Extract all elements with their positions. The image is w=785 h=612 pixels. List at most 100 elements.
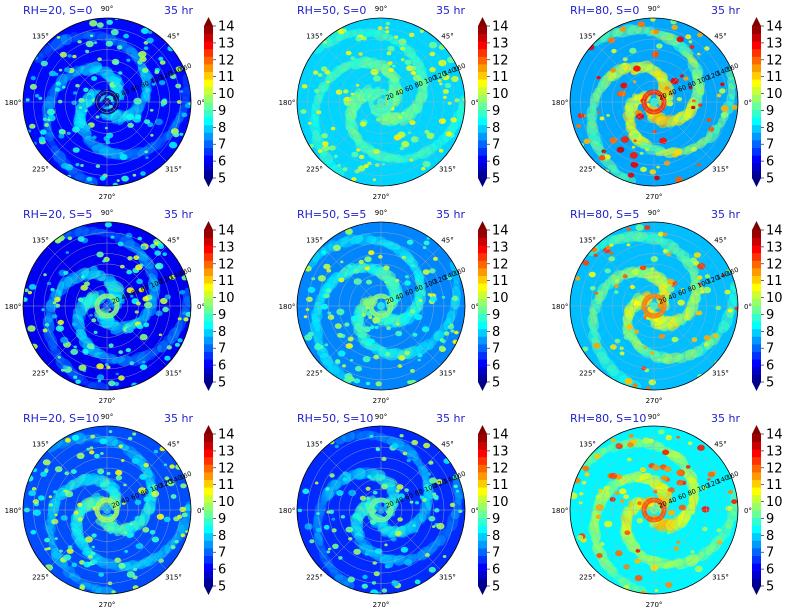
convective-cell <box>358 259 364 265</box>
colorbar-tick-label: 8 <box>766 325 774 340</box>
convective-cell <box>125 232 133 239</box>
convective-cell <box>719 88 726 94</box>
angular-tick-label: 315° <box>712 370 729 378</box>
convective-cell <box>114 557 121 563</box>
convective-cell <box>422 269 430 275</box>
angular-tick-label: 225° <box>306 574 323 582</box>
colorbar-tick-label: 13 <box>218 36 235 51</box>
polar-frame <box>22 17 192 187</box>
colorbar-tick-label: 13 <box>218 444 235 459</box>
convective-cell <box>583 114 587 117</box>
convective-cell <box>689 45 695 49</box>
spiral-band-cell <box>593 31 611 46</box>
colorbar-segment <box>204 532 213 541</box>
convective-cell <box>696 163 701 167</box>
convective-cell <box>143 462 149 468</box>
convective-cell <box>727 308 733 313</box>
convective-cell <box>658 333 666 339</box>
convective-cell <box>627 172 635 178</box>
colorbar-tick-label: 12 <box>492 53 509 68</box>
angular-gridline <box>106 305 167 366</box>
convective-cell <box>609 251 614 255</box>
colorbar-segment <box>204 162 213 171</box>
convective-cell <box>441 74 447 79</box>
convective-cell <box>676 540 681 544</box>
colorbar-tick-label: 7 <box>218 342 226 357</box>
colorbar-segment <box>752 366 761 375</box>
convective-cell <box>55 325 64 332</box>
convective-cell <box>349 359 354 362</box>
convective-cell <box>175 83 182 89</box>
convective-cell <box>353 268 360 274</box>
radial-tick-label: 40 <box>394 291 405 302</box>
colorbar-tick-label: 10 <box>218 291 235 306</box>
convective-cell <box>696 275 703 280</box>
convective-cell <box>59 549 63 553</box>
colorbar-tick-label: 6 <box>766 563 774 578</box>
convective-cell <box>419 29 424 33</box>
convective-cell <box>323 524 330 530</box>
colorbar-segment <box>752 147 761 156</box>
convective-cell <box>56 36 61 39</box>
convective-cell <box>451 296 458 301</box>
convective-cell <box>67 54 72 58</box>
convective-cell <box>720 112 729 118</box>
convective-cell <box>111 590 116 594</box>
convective-cell <box>609 137 618 144</box>
colorbar-segment <box>478 268 487 276</box>
convective-cell <box>584 472 590 477</box>
convective-cell <box>624 530 631 535</box>
convective-cell <box>593 253 598 257</box>
convective-cell <box>439 148 444 153</box>
convective-cell <box>411 264 415 268</box>
convective-cell <box>447 56 456 64</box>
colorbar-extend-max <box>752 221 761 230</box>
convective-cell <box>676 435 680 439</box>
angular-tick-label: 315° <box>439 166 456 174</box>
convective-cell <box>43 273 47 277</box>
convective-cell <box>175 66 183 73</box>
colorbar-segment <box>478 26 487 34</box>
convective-cell <box>27 325 36 332</box>
convective-cell <box>423 240 430 246</box>
convective-cell <box>441 339 446 344</box>
colorbar-segment <box>204 117 213 126</box>
convective-cell <box>53 490 58 494</box>
convective-cell <box>162 252 167 256</box>
colorbar-segment <box>478 502 487 511</box>
colorbar-segment <box>478 540 487 549</box>
convective-cell <box>65 490 74 498</box>
convective-cell <box>55 303 61 308</box>
convective-cell <box>450 117 457 123</box>
convective-cell <box>619 351 625 356</box>
convective-cell <box>619 488 627 495</box>
colorbar-extend-min <box>204 586 213 595</box>
convective-cell <box>582 465 590 472</box>
convective-cell <box>40 471 47 477</box>
colorbar-segment <box>204 132 213 141</box>
convective-cell <box>329 473 335 478</box>
colorbar-tick-label: 10 <box>766 87 783 102</box>
colorbar-tick-label: 8 <box>766 529 774 544</box>
convective-cell <box>81 275 85 279</box>
convective-cell <box>370 68 379 76</box>
colorbar-tick-label: 12 <box>766 53 783 68</box>
colorbar-tick-label: 12 <box>766 461 783 476</box>
radial-tick-label: 60 <box>677 287 688 298</box>
convective-cell <box>38 136 46 142</box>
convective-cell <box>434 508 440 513</box>
angular-tick-label: 90° <box>648 5 660 13</box>
convective-cell <box>139 56 147 63</box>
convective-cell <box>414 579 421 585</box>
convective-cell <box>71 322 78 327</box>
convective-cell <box>642 437 651 444</box>
convective-cell <box>731 104 738 110</box>
convective-cell <box>77 236 85 242</box>
convective-cell <box>164 355 171 361</box>
convective-cell <box>58 68 63 72</box>
colorbar-tick-label: 12 <box>766 257 783 272</box>
convective-cell <box>78 364 87 371</box>
convective-cell <box>160 103 165 107</box>
radial-tick-label: 40 <box>667 291 678 302</box>
